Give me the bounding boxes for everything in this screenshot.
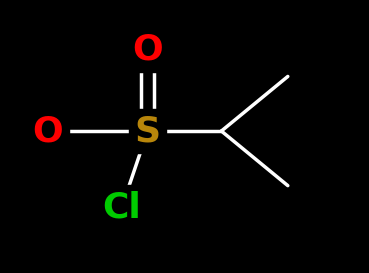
Text: Cl: Cl [102, 191, 141, 224]
Text: S: S [135, 114, 161, 148]
Text: O: O [132, 32, 163, 66]
Text: O: O [32, 114, 63, 148]
